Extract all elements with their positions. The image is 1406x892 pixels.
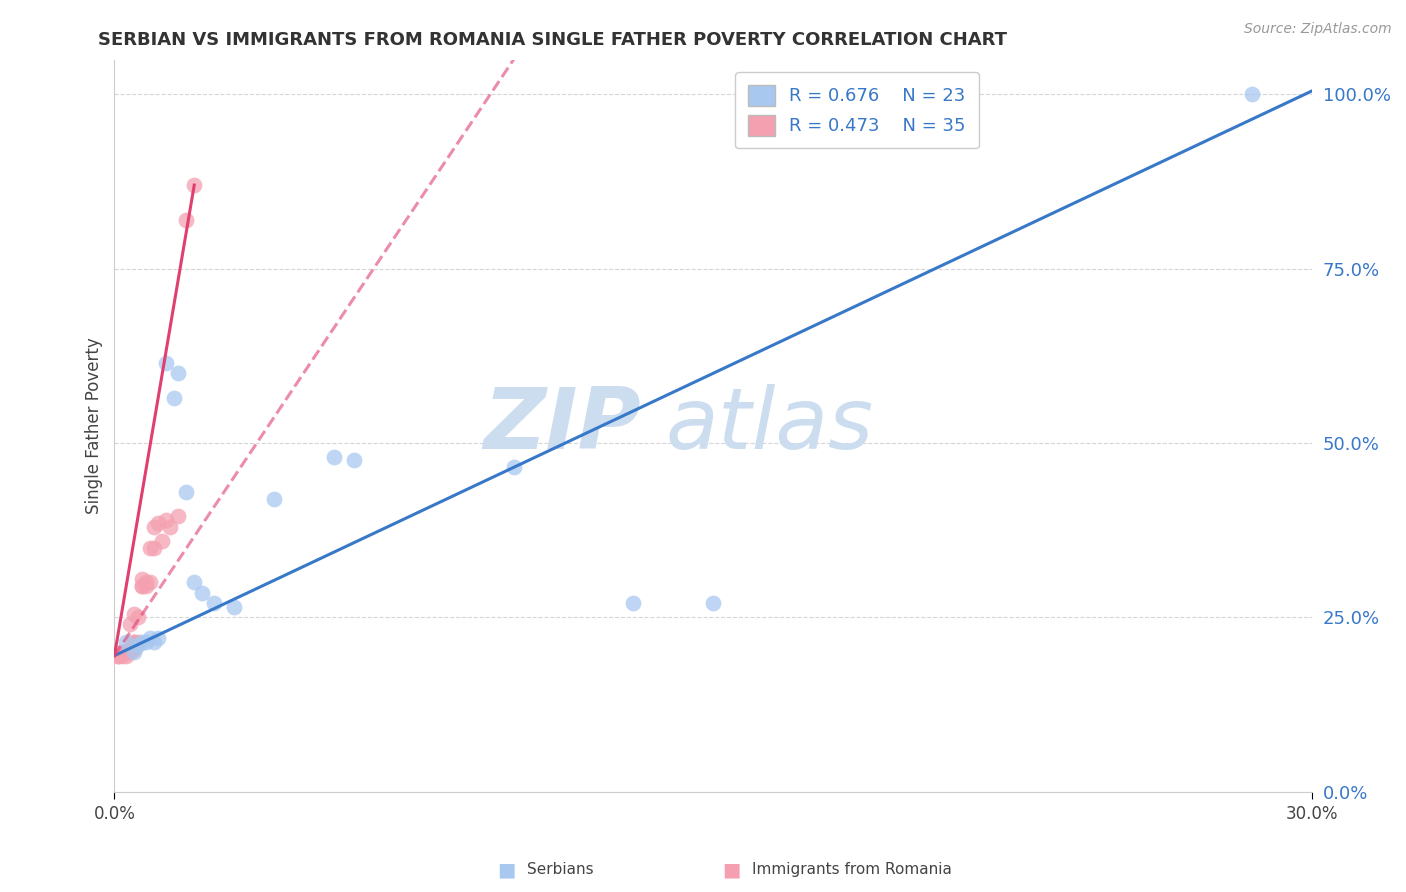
Point — [111, 648, 134, 663]
Point — [120, 645, 142, 659]
Y-axis label: Single Father Poverty: Single Father Poverty — [86, 337, 103, 514]
Point — [131, 579, 153, 593]
Point — [124, 641, 146, 656]
Point — [263, 491, 285, 506]
Point — [131, 579, 153, 593]
Point — [148, 516, 170, 531]
Point — [621, 596, 644, 610]
Text: ZIP: ZIP — [484, 384, 641, 467]
Text: ■: ■ — [496, 860, 516, 880]
Point — [115, 634, 138, 648]
Point — [124, 634, 146, 648]
Point — [124, 607, 146, 621]
Point — [120, 641, 142, 656]
Point — [343, 453, 366, 467]
Point — [131, 572, 153, 586]
Point — [155, 513, 177, 527]
Point — [107, 648, 129, 663]
Legend: R = 0.676    N = 23, R = 0.473    N = 35: R = 0.676 N = 23, R = 0.473 N = 35 — [735, 72, 979, 148]
Point — [115, 645, 138, 659]
Point — [115, 648, 138, 663]
Point — [174, 213, 197, 227]
Point — [124, 645, 146, 659]
Point — [139, 575, 162, 590]
Point — [111, 645, 134, 659]
Point — [107, 648, 129, 663]
Point — [148, 631, 170, 645]
Point — [127, 634, 149, 648]
Point — [131, 634, 153, 648]
Point — [174, 484, 197, 499]
Text: Source: ZipAtlas.com: Source: ZipAtlas.com — [1244, 22, 1392, 37]
Point — [139, 541, 162, 555]
Point — [183, 575, 205, 590]
Point — [167, 367, 190, 381]
Point — [127, 610, 149, 624]
Point — [224, 599, 246, 614]
Point — [702, 596, 724, 610]
Point — [143, 541, 166, 555]
Point — [502, 460, 524, 475]
Point — [143, 519, 166, 533]
Point — [323, 450, 346, 464]
Point — [1240, 87, 1263, 102]
Point — [135, 579, 157, 593]
Point — [159, 519, 181, 533]
Point — [150, 533, 173, 548]
Point — [191, 586, 214, 600]
Point — [163, 391, 186, 405]
Text: Immigrants from Romania: Immigrants from Romania — [752, 863, 952, 877]
Point — [202, 596, 225, 610]
Point — [111, 645, 134, 659]
Point — [143, 634, 166, 648]
Text: atlas: atlas — [665, 384, 873, 467]
Point — [115, 645, 138, 659]
Point — [124, 634, 146, 648]
Point — [183, 178, 205, 192]
Text: ■: ■ — [721, 860, 741, 880]
Point — [120, 645, 142, 659]
Point — [120, 617, 142, 632]
Point — [111, 645, 134, 659]
Point — [127, 638, 149, 652]
Point — [135, 575, 157, 590]
Point — [139, 631, 162, 645]
Text: SERBIAN VS IMMIGRANTS FROM ROMANIA SINGLE FATHER POVERTY CORRELATION CHART: SERBIAN VS IMMIGRANTS FROM ROMANIA SINGL… — [98, 31, 1008, 49]
Point — [135, 634, 157, 648]
Text: Serbians: Serbians — [527, 863, 593, 877]
Point — [167, 509, 190, 524]
Point — [155, 356, 177, 370]
